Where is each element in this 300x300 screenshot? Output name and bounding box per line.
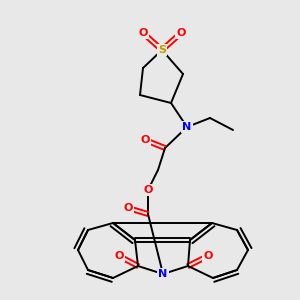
Text: N: N bbox=[182, 122, 192, 132]
Text: O: O bbox=[176, 28, 186, 38]
Text: O: O bbox=[138, 28, 148, 38]
Text: O: O bbox=[143, 185, 153, 195]
Text: O: O bbox=[203, 251, 213, 261]
Text: O: O bbox=[114, 251, 124, 261]
Text: S: S bbox=[158, 45, 166, 55]
Text: O: O bbox=[123, 203, 133, 213]
Text: N: N bbox=[158, 269, 168, 279]
Text: O: O bbox=[140, 135, 150, 145]
